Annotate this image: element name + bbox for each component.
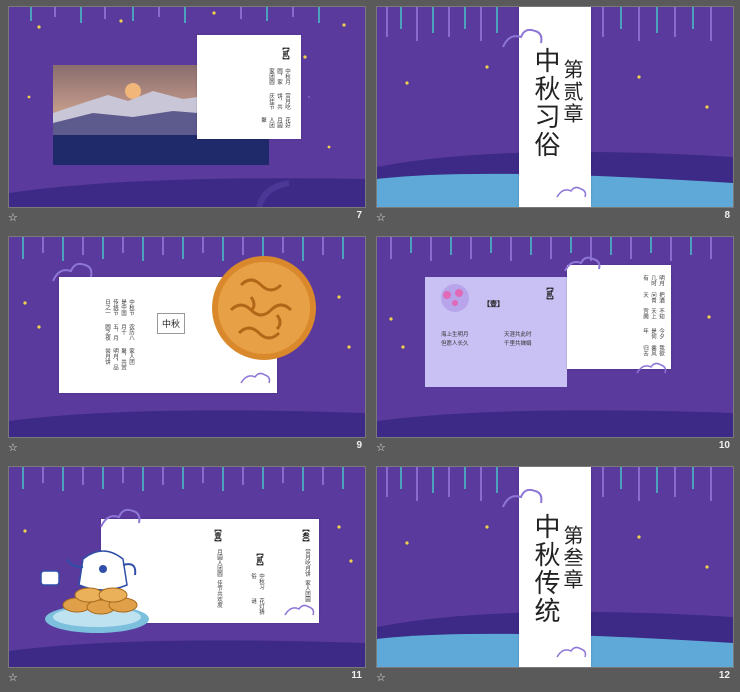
chapter-number: 第叁章 [560, 525, 584, 591]
section-badge: 【壹】 [214, 525, 222, 546]
cloud-ornament-icon [284, 604, 315, 616]
slide-thumbnail-11[interactable]: 【叁】 赏月吃月饼 家人团圆 【贰】 中秋习俗 花灯猜谜 【壹】 月圆人团圆 佳… [8, 466, 366, 692]
slide-transition-icon[interactable]: ☆ [376, 211, 386, 224]
body-line: 赏月吃月饼 [304, 549, 310, 577]
mooncake-image [212, 256, 316, 360]
slide-transition-icon[interactable]: ☆ [376, 441, 386, 454]
slide-number: 8 [724, 210, 730, 221]
body-line: 中秋习俗 [250, 573, 264, 590]
slide-thumbnail-7[interactable]: 【贰】 中秋月圆，家家团圆 赏月吃饼，共庆佳节 花好月圆人团聚 ☆ 7 [8, 6, 366, 232]
body-line: 佳节共欢度 [216, 579, 222, 608]
body-line: 今夕是何年 [642, 327, 664, 339]
body-line: 千里共婵娟 [504, 341, 532, 347]
slide-background [377, 237, 733, 437]
section-badge: 【叁】 [302, 525, 310, 546]
lantern-image [441, 284, 469, 312]
text-card: 【贰】 中秋月圆，家家团圆 赏月吃饼，共庆佳节 花好月圆人团聚 [197, 35, 301, 139]
slide-number: 7 [356, 210, 362, 221]
slide-background [9, 237, 365, 437]
body-line: 海上生明月 [441, 332, 469, 338]
cloud-ornament-icon [52, 262, 93, 282]
slide-transition-icon[interactable]: ☆ [8, 671, 18, 684]
body-line: 赏月吃饼，共庆佳节 [268, 92, 290, 110]
slide-thumbnail-10[interactable]: 【壹】 海上生明月 天涯共此时 但愿人长久 千里共婵娟 明月几时有 把酒问青天 … [376, 236, 734, 462]
slide-thumbnail-12[interactable]: 第叁章 中秋传统 ☆ 12 [376, 466, 734, 692]
slide-canvas: 第贰章 中秋习俗 [376, 6, 734, 208]
slide-number: 11 [351, 670, 362, 681]
label-box: 中秋 [157, 313, 186, 334]
cloud-ornament-icon [502, 488, 543, 508]
slide-canvas: 中秋节是中国传统节日之一 农历八月十五，月圆之夜 家人团聚，共赏明月，品尝月饼 … [8, 236, 366, 438]
slide-number: 12 [718, 670, 730, 681]
slide-canvas: 【贰】 中秋月圆，家家团圆 赏月吃饼，共庆佳节 花好月圆人团聚 [8, 6, 366, 208]
cloud-ornament-icon [502, 28, 543, 48]
chapter-number: 第贰章 [560, 59, 584, 125]
slide-thumbnail-8[interactable]: 第贰章 中秋习俗 ☆ 8 [376, 6, 734, 232]
cloud-ornament-icon [564, 256, 601, 272]
lavender-card: 【壹】 海上生明月 天涯共此时 但愿人长久 千里共婵娟 [425, 277, 567, 387]
slide-canvas: 【壹】 海上生明月 天涯共此时 但愿人长久 千里共婵娟 明月几时有 把酒问青天 … [376, 236, 734, 438]
body-line: 家人团聚，共赏明月，品尝月饼 [104, 348, 134, 371]
section-badge: 【贰】 [256, 549, 264, 570]
chapter-title: 中秋传统 [530, 513, 560, 625]
body-line: 明月几时有 [642, 275, 664, 286]
body-line: 但愿人长久 [441, 341, 469, 347]
chapter-title: 中秋习俗 [530, 47, 560, 159]
slide-transition-icon[interactable]: ☆ [8, 441, 18, 454]
slide-background [9, 7, 365, 207]
cloud-ornament-icon [556, 646, 587, 658]
body-line: 天涯共此时 [504, 332, 532, 338]
slide-transition-icon[interactable]: ☆ [8, 211, 18, 224]
slide-transition-icon[interactable]: ☆ [376, 671, 386, 684]
body-line: 把酒问青天 [642, 291, 664, 303]
slide-canvas: 【叁】 赏月吃月饼 家人团圆 【贰】 中秋习俗 花灯猜谜 【壹】 月圆人团圆 佳… [8, 466, 366, 668]
body-line: 中秋节是中国传统节日之一 [104, 299, 134, 316]
section-badge: 【贰】 [546, 283, 554, 304]
slide-background [9, 467, 365, 667]
slide-number: 9 [356, 440, 362, 451]
cloud-ornament-icon [556, 186, 587, 198]
body-line: 中秋月圆，家家团圆 [268, 68, 290, 85]
cloud-ornament-icon [240, 372, 271, 384]
text-card: 明月几时有 把酒问青天 不知天上宫阙 今夕是何年 我欲乘风归去 【贰】 [546, 256, 671, 374]
body-line: 家人团圆 [304, 579, 310, 602]
body-line: 花灯猜谜 [250, 597, 264, 615]
body-line: 我欲乘风归去 [642, 344, 664, 356]
slide-canvas: 第叁章 中秋传统 [376, 466, 734, 668]
body-line: 农历八月十五，月圆之夜 [104, 324, 134, 341]
chapter-card: 第叁章 中秋传统 [502, 467, 591, 667]
slide-number: 10 [718, 440, 730, 451]
body-line: 月圆人团圆 [216, 549, 222, 577]
slide-thumbnail-9[interactable]: 中秋节是中国传统节日之一 农历八月十五，月圆之夜 家人团聚，共赏明月，品尝月饼 … [8, 236, 366, 462]
teapot-mooncake-image [40, 550, 149, 633]
cloud-ornament-icon [100, 508, 141, 528]
section-badge: 【壹】 [483, 300, 504, 308]
body-line: 不知天上宫阙 [642, 308, 664, 320]
body-line: 花好月圆人团聚 [260, 117, 290, 129]
section-badge: 【贰】 [282, 43, 290, 64]
chapter-card: 第贰章 中秋习俗 [502, 7, 591, 207]
cloud-ornament-icon [636, 362, 667, 374]
